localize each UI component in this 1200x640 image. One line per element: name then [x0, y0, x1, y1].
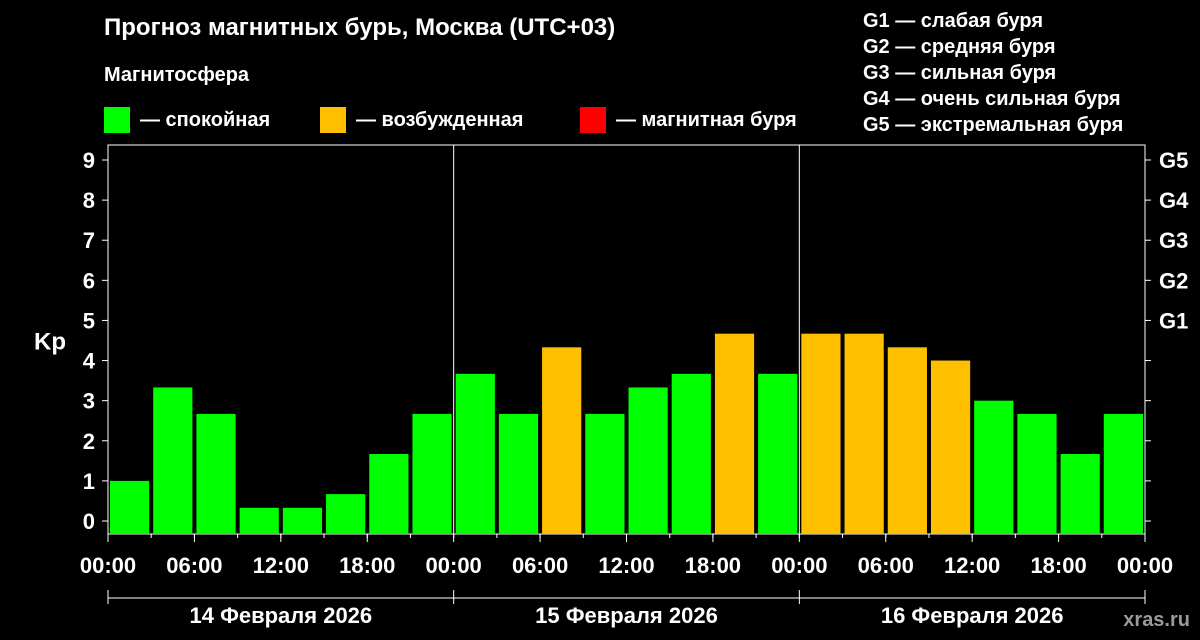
kp-bar [153, 387, 193, 534]
x-tick-label: 12:00 [944, 553, 1000, 578]
y-tick-label: 4 [83, 349, 96, 374]
kp-bar [542, 347, 582, 534]
g-scale-g3: G3 — сильная буря [863, 62, 1057, 84]
y-tick-label: 6 [83, 268, 95, 293]
legend-swatch-storm [580, 107, 606, 133]
y-tick-label: 0 [83, 509, 95, 534]
kp-bar [455, 373, 495, 534]
g-scale-g5: G5 — экстремальная буря [863, 114, 1124, 136]
x-tick-label: 18:00 [1030, 553, 1086, 578]
legend-item-quiet: — спокойная [104, 106, 270, 134]
kp-bar [671, 373, 711, 534]
x-tick-label: 18:00 [685, 553, 741, 578]
x-tick-label: 06:00 [858, 553, 914, 578]
kp-bar [844, 333, 884, 534]
kp-bar [974, 400, 1014, 534]
y-tick-label: 3 [83, 389, 95, 414]
legend-label-quiet: — спокойная [140, 108, 271, 131]
legend-swatch-quiet [104, 107, 130, 133]
kp-bar [1060, 454, 1100, 534]
kp-bar [801, 333, 841, 534]
kp-bar [498, 413, 539, 534]
legend-swatch-unsettled [320, 107, 346, 133]
right-axis-label: G5 [1159, 148, 1188, 173]
g-scale-g2: G2 — средняя буря [863, 36, 1056, 58]
kp-bar [239, 507, 279, 534]
right-axis-label: G3 [1159, 228, 1188, 253]
kp-bar [326, 494, 366, 534]
kp-bar [887, 347, 927, 534]
day-label: 16 Февраля 2026 [881, 603, 1064, 628]
kp-bar [196, 413, 236, 534]
y-axis-label: Kp [34, 329, 66, 356]
kp-bar [110, 480, 150, 534]
right-axis-label: G4 [1159, 188, 1189, 213]
chart-title: Прогноз магнитных бурь, Москва (UTC+03) [104, 14, 616, 41]
kp-bar [412, 413, 452, 534]
kp-bar [369, 454, 409, 534]
magnetosphere-label: Магнитосфера [104, 64, 250, 86]
kp-bar [628, 387, 668, 534]
g-scale-g1: G1 — слабая буря [863, 10, 1044, 32]
y-tick-label: 5 [83, 308, 95, 333]
kp-bar [714, 333, 755, 534]
legend-label-unsettled: — возбужденная [356, 108, 524, 131]
kp-bar [1017, 413, 1057, 534]
day-label: 14 Февраля 2026 [189, 603, 372, 628]
day-label: 15 Февраля 2026 [535, 603, 718, 628]
kp-bar [1103, 413, 1143, 534]
y-tick-label: 8 [83, 188, 95, 213]
y-tick-label: 1 [83, 469, 95, 494]
right-axis-label: G1 [1159, 308, 1188, 333]
right-axis-label: G2 [1159, 268, 1188, 293]
kp-bar [282, 507, 323, 534]
legend-label-storm: — магнитная буря [616, 108, 797, 131]
x-tick-label: 18:00 [339, 553, 395, 578]
y-tick-label: 2 [83, 429, 95, 454]
g-scale-g4: G4 — очень сильная буря [863, 88, 1121, 110]
x-tick-label: 12:00 [598, 553, 654, 578]
x-tick-label: 06:00 [166, 553, 222, 578]
kp-bar [585, 413, 625, 534]
g-scale-legend: G1 — слабая буря G2 — средняя буря G3 — … [863, 8, 1123, 138]
y-tick-label: 7 [83, 228, 95, 253]
x-tick-label: 00:00 [1117, 553, 1173, 578]
x-tick-label: 06:00 [512, 553, 568, 578]
x-tick-label: 00:00 [426, 553, 482, 578]
x-tick-label: 00:00 [771, 553, 827, 578]
y-tick-label: 9 [83, 148, 95, 173]
watermark: xras.ru [1123, 609, 1190, 631]
x-tick-label: 12:00 [253, 553, 309, 578]
kp-bar [930, 360, 971, 534]
legend-item-storm: — магнитная буря [580, 106, 797, 134]
x-tick-label: 00:00 [80, 553, 136, 578]
legend-item-unsettled: — возбужденная [320, 106, 523, 134]
kp-bar [758, 373, 798, 534]
